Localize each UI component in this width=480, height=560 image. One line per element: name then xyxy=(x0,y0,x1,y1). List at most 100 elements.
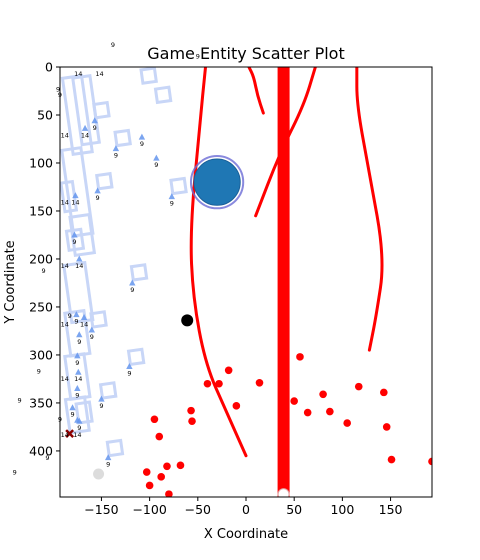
point-label: 9 xyxy=(70,411,74,419)
red-point xyxy=(188,417,196,425)
plot-clip-group xyxy=(60,67,432,497)
point-label: 9 xyxy=(106,461,110,469)
point-label: 9 xyxy=(75,392,79,400)
entity-box-outline xyxy=(92,100,111,120)
y-tick-label: 100 xyxy=(29,155,53,170)
chart-title: Game Entity Scatter Plot xyxy=(147,44,344,63)
red-curve xyxy=(355,67,384,352)
black-point xyxy=(181,314,194,327)
y-tick-label: 300 xyxy=(29,347,53,362)
point-label: 9 xyxy=(45,454,49,462)
blue-triangle xyxy=(76,331,83,338)
x-axis-label: X Coordinate xyxy=(204,527,288,542)
blue-triangle xyxy=(76,255,83,262)
blue-triangle xyxy=(81,124,89,131)
big-circle xyxy=(193,158,241,206)
point-label: 14 xyxy=(95,70,103,78)
point-label: 9 xyxy=(127,369,131,377)
blue-triangle xyxy=(104,454,112,461)
blue-triangle xyxy=(73,311,80,318)
x-tick-label: −100 xyxy=(132,502,166,517)
point-label: 9 xyxy=(68,312,72,320)
entity-box-outline xyxy=(60,145,95,238)
point-label: 14 xyxy=(71,199,79,207)
point-label: 9 xyxy=(37,368,41,376)
blue-triangle xyxy=(168,193,175,200)
entity-box-outline xyxy=(153,85,173,105)
white-point xyxy=(277,488,290,497)
point-label: 9 xyxy=(13,468,17,476)
blue-triangle xyxy=(75,368,82,375)
point-label: 9 xyxy=(140,140,144,148)
point-label: 9 xyxy=(42,267,46,275)
y-tick-label: 200 xyxy=(29,251,53,266)
y-tick-label: 0 xyxy=(45,60,53,75)
y-tick-label: 250 xyxy=(29,299,53,314)
red-point xyxy=(326,407,334,416)
y-tick-label: 350 xyxy=(29,395,53,410)
red-curve xyxy=(254,67,317,218)
blue-triangle xyxy=(74,352,81,359)
entity-box-outline xyxy=(139,67,158,85)
red-point xyxy=(155,432,164,441)
entity-box-outline xyxy=(63,395,91,435)
blue-triangle xyxy=(153,154,160,161)
blue-triangle xyxy=(88,326,96,333)
point-label: 9 xyxy=(114,152,118,160)
entity-box-outline xyxy=(105,438,125,458)
point-label: 14 xyxy=(61,375,69,383)
red-point xyxy=(303,408,312,417)
point-label: 14 xyxy=(61,321,69,329)
entity-box-outline xyxy=(98,381,118,400)
gray-point xyxy=(93,468,105,480)
blue-triangle xyxy=(98,395,105,402)
point-label: 14 xyxy=(74,375,82,383)
point-label: 9 xyxy=(96,194,100,202)
vertical-wall xyxy=(277,67,290,497)
red-point xyxy=(428,457,432,466)
point-label: 14 xyxy=(73,431,81,439)
red-point xyxy=(354,382,363,391)
y-axis-label: Y Coordinate xyxy=(3,240,18,324)
entity-box-outline xyxy=(62,260,95,325)
blue-triangle xyxy=(69,404,76,411)
y-tick-label: 400 xyxy=(29,443,53,458)
red-point xyxy=(255,378,264,387)
red-point xyxy=(203,379,212,388)
axes: −150 −100 −50 0 50 100 150 0 50 100 150 200 250 300 35… xyxy=(29,60,433,517)
red-point xyxy=(142,468,151,476)
point-label: 9 xyxy=(74,318,78,326)
point-label: 14 xyxy=(80,321,88,329)
entity-box-outline xyxy=(169,176,188,196)
blue-triangle xyxy=(74,385,81,392)
point-label: 9 xyxy=(93,124,97,132)
point-label: 14 xyxy=(75,262,83,270)
red-point xyxy=(165,490,173,497)
red-point xyxy=(145,481,154,490)
red-point xyxy=(232,402,241,410)
red-point xyxy=(176,461,185,470)
big-circle-ring xyxy=(189,155,245,210)
point-label: 9 xyxy=(154,161,158,169)
red-point xyxy=(380,388,388,397)
x-tick-label: 50 xyxy=(286,502,302,517)
point-label: 9 xyxy=(196,53,200,61)
blue-triangle xyxy=(74,416,81,423)
blue-triangle xyxy=(112,145,120,152)
red-point xyxy=(187,406,195,415)
point-label: 14 xyxy=(81,131,89,139)
point-label: 9 xyxy=(170,200,174,208)
x-tick-label: −50 xyxy=(185,502,211,517)
red-point xyxy=(382,423,391,431)
entity-box-outline xyxy=(64,227,86,252)
blue-triangle xyxy=(129,279,136,286)
red-point xyxy=(387,455,396,464)
red-point xyxy=(150,415,159,424)
blue-triangle xyxy=(126,362,133,369)
x-tick-label: −150 xyxy=(84,502,118,517)
y-tick-label: 150 xyxy=(29,203,53,218)
red-point xyxy=(157,473,165,481)
point-label: 9 xyxy=(77,424,81,432)
